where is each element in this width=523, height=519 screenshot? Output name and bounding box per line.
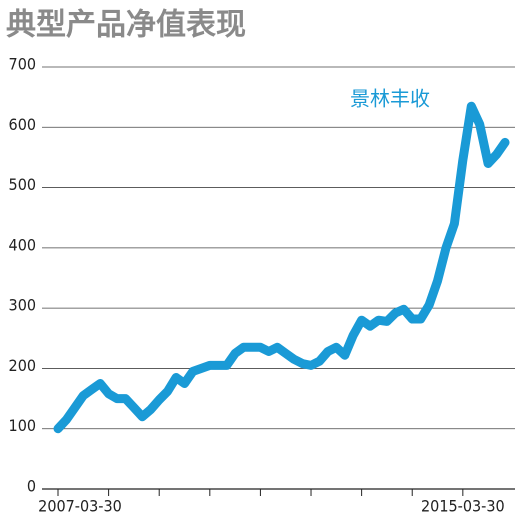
y-tick-label: 600 <box>9 115 36 134</box>
y-tick-label: 400 <box>9 235 36 254</box>
x-tick-label: 2015-03-30 <box>421 497 505 516</box>
chart-title: 典型产品净值表现 <box>6 8 246 43</box>
line <box>53 101 510 434</box>
x-tick-label: 2007-03-30 <box>38 497 122 516</box>
y-tick-label: 100 <box>9 416 36 435</box>
y-tick-label: 300 <box>9 296 36 315</box>
y-tick-label: 500 <box>9 175 36 194</box>
y-tick-label: 700 <box>9 55 36 74</box>
y-tick-label: 0 <box>27 477 36 496</box>
series-label: 景林丰收 <box>350 87 430 111</box>
y-tick-label: 200 <box>9 356 36 375</box>
